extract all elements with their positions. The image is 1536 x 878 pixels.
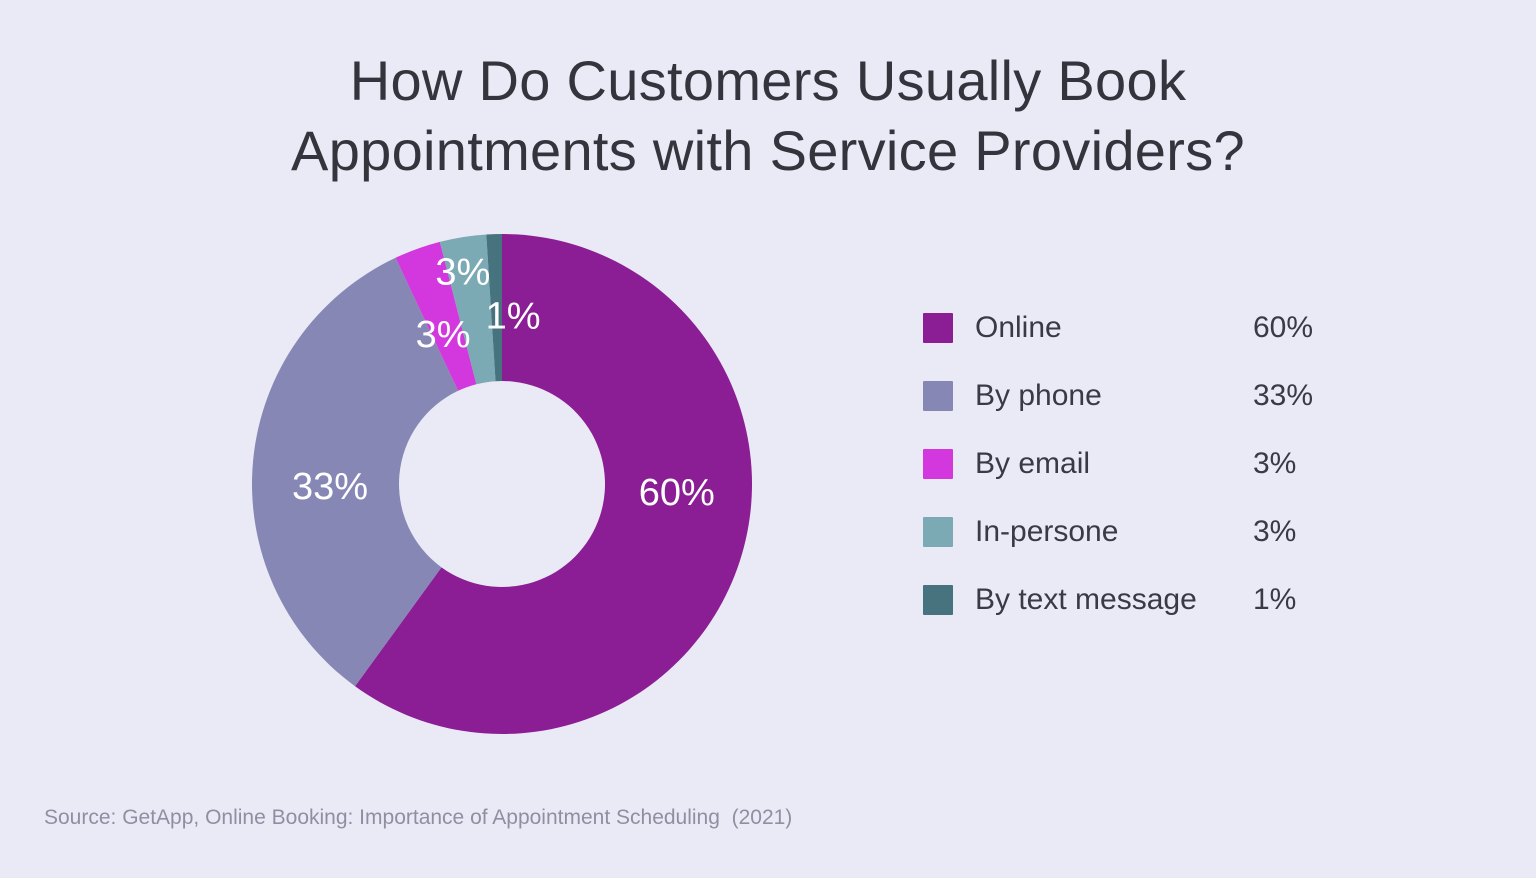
legend-row-by-text-message: By text message 1% <box>923 566 1343 634</box>
legend-value: 3% <box>1253 515 1297 548</box>
legend-value: 33% <box>1253 379 1314 412</box>
slice-by-email <box>395 241 477 391</box>
chart-title: How Do Customers Usually Book Appointmen… <box>0 46 1536 186</box>
legend-value: 60% <box>1253 311 1314 344</box>
legend-row-by-phone: By phone 33% <box>923 362 1343 430</box>
legend-label: In-persone <box>975 515 1119 548</box>
chart-title-line-2: Appointments with Service Providers? <box>291 119 1245 182</box>
chart-title-line-1: How Do Customers Usually Book <box>349 49 1187 112</box>
legend-label: By email <box>975 447 1091 480</box>
legend-swatch-online <box>923 313 953 343</box>
legend-row-in-persone: In-persone 3% <box>923 498 1343 566</box>
legend-label: Online <box>975 311 1062 344</box>
legend-swatch-by-phone <box>923 381 953 411</box>
slice-online <box>355 234 753 734</box>
legend-label: By text message <box>975 583 1197 616</box>
legend-row-online: Online 60% <box>923 294 1343 362</box>
legend: Online 60% By phone 33% By email 3% In-persone… <box>923 294 1343 634</box>
slice-label-by-phone: 33% <box>292 466 368 508</box>
slice-label-by-email: 3% <box>416 314 471 356</box>
legend-label: By phone <box>975 379 1102 412</box>
slice-label-in-persone: 3% <box>435 252 490 294</box>
slice-label-by-text-message: 1% <box>486 295 541 337</box>
legend-value: 3% <box>1253 447 1297 480</box>
legend-swatch-in-persone <box>923 517 953 547</box>
slice-by-text-message <box>486 234 502 382</box>
legend-row-by-email: By email 3% <box>923 430 1343 498</box>
donut-chart: 60% 33% 3% 3% 1% <box>222 204 782 764</box>
donut-chart-svg: 60%33%3%3%1% <box>252 234 753 734</box>
legend-value: 1% <box>1253 583 1297 616</box>
legend-swatch-by-text-message <box>923 585 953 615</box>
slice-by-phone <box>252 257 459 687</box>
legend-swatch-by-email <box>923 449 953 479</box>
slice-in-persone <box>439 234 496 385</box>
slice-label-online: 60% <box>639 472 715 514</box>
source-note: Source: GetApp, Online Booking: Importan… <box>44 806 793 829</box>
